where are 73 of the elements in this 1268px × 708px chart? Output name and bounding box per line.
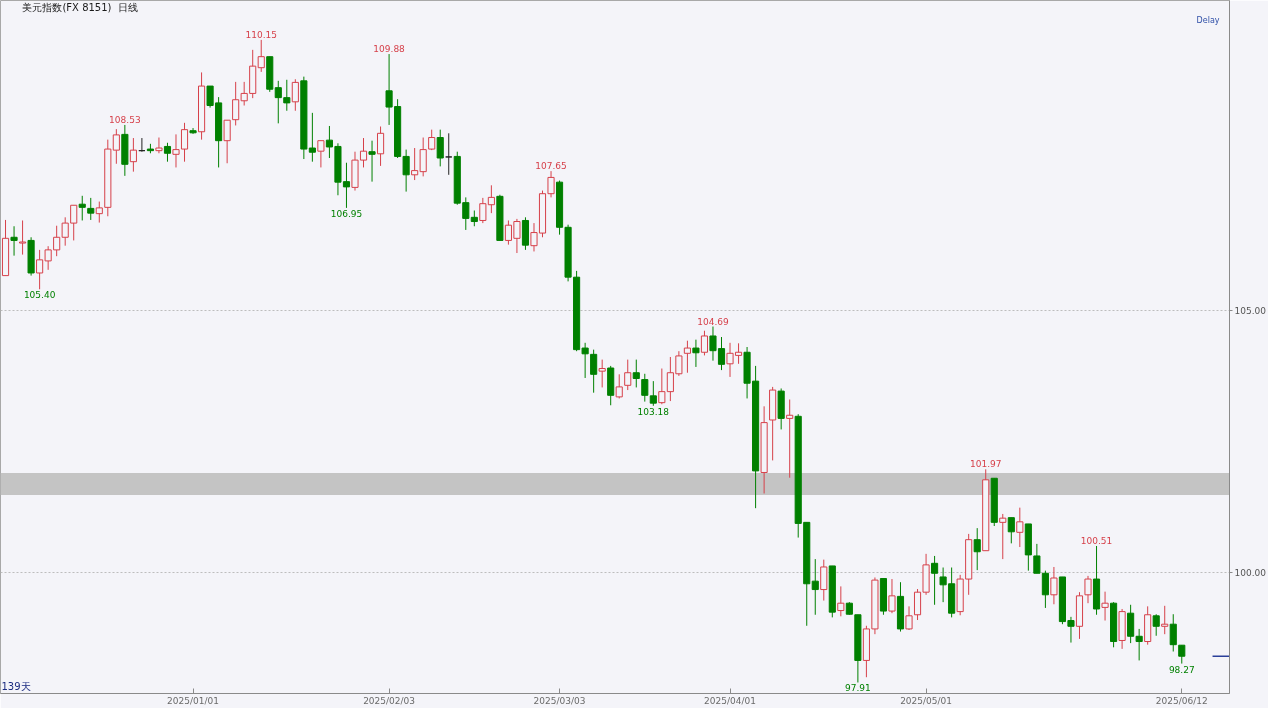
candlestick [1033,543,1041,574]
text: Delay [1196,15,1220,25]
candlestick [78,195,86,221]
candlestick [1101,591,1109,622]
candlestick [189,127,197,135]
candlestick [786,399,794,479]
candlestick [615,373,623,399]
candlestick [10,225,18,257]
candlestick [641,373,649,403]
candlestick [811,558,819,616]
candlestick [19,219,27,256]
candlestick [624,359,632,391]
candlestick [649,380,657,407]
candlestick [598,359,606,388]
candlestick [1041,570,1049,609]
annotation: 104.69 [697,316,729,327]
candlestick [163,142,172,163]
candlestick [888,578,896,614]
annotation: 139天 [1,681,31,693]
candlestick [368,140,376,183]
annotation: 107.65 [535,161,567,172]
annotation: 109.88 [373,44,406,55]
candlestick [223,119,231,164]
chart-title: 美元指数(FX 8151) [22,1,112,13]
candlestick [257,39,265,73]
candlestick [999,513,1007,560]
candlestick [53,225,61,257]
annotation: 105.40 [23,290,56,301]
candlestick [1152,613,1160,637]
x-tick-label: 2025/04/01 [704,695,756,706]
candlestick [1016,507,1024,548]
candlestick [931,555,939,606]
annotation: 108.53 [109,114,141,125]
x-tick-label: 2025/03/03 [533,695,586,706]
candlestick [129,137,137,173]
candlestick [1050,566,1058,605]
x-tick-label: 2025/01/01 [167,695,219,706]
candlestick [913,588,922,621]
candlestick [905,605,913,631]
annotation: 98.27 [1168,664,1195,675]
annotation: 103.18 [637,406,670,417]
annotation: 106.95 [330,208,363,219]
candlestick [155,137,163,154]
annotation: 101.97 [969,459,1002,470]
y-tick-label: 105.00 [1234,305,1267,316]
x-tick-label: 2025/06/12 [1155,695,1208,706]
candlestick [632,359,640,388]
candlestick [590,349,598,394]
candlestick [87,197,95,221]
candlestick [1084,575,1092,604]
candlestick [1169,613,1177,652]
candlestick [692,339,700,368]
candlestick [973,527,981,571]
candlestick [837,585,845,617]
annotation: 97.91 [844,683,871,694]
x-tick-label: 2025/05/01 [900,695,952,706]
candlestick [820,559,828,602]
candlestick [1161,605,1169,635]
annotation: 110.15 [245,29,277,40]
x-tick-label: 2025/02/03 [363,695,416,706]
candlestick [445,132,453,176]
candlestick [376,126,385,167]
candlestick [1007,517,1015,544]
candlestick [317,140,325,168]
candlestick [683,340,691,374]
candlestick [700,330,709,356]
candlestick [436,129,444,167]
candlestick [658,368,666,405]
annotation: 100.51 [1080,535,1113,546]
candlestick [1178,644,1186,665]
candlestick [291,78,299,112]
chart-subtitle: 日线 [118,1,139,13]
y-tick-label: 100.00 [1234,568,1267,579]
